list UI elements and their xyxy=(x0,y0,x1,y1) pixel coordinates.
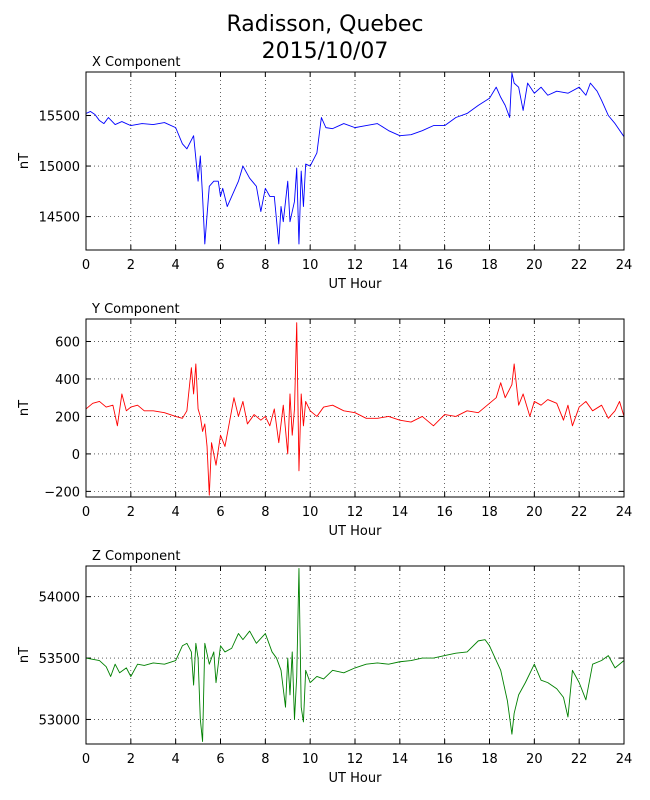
x-tick-label: 8 xyxy=(261,505,269,520)
y-tick-label: −200 xyxy=(44,485,80,500)
x-tick-label: 4 xyxy=(172,505,180,520)
x-tick-label: 0 xyxy=(82,505,90,520)
x-tick-label: 4 xyxy=(172,258,180,273)
axes-frame xyxy=(85,71,625,251)
y-axis-label: nT xyxy=(17,400,32,416)
x-tick-label: 24 xyxy=(616,752,633,767)
axes-frame xyxy=(85,318,625,498)
x-tick-label: 14 xyxy=(392,752,409,767)
y-tick-label: 200 xyxy=(55,410,80,425)
x-tick-label: 22 xyxy=(571,258,588,273)
x-tick-label: 12 xyxy=(347,752,364,767)
axes-frame xyxy=(85,565,625,745)
x-tick-label: 4 xyxy=(172,752,180,767)
x-tick-label: 10 xyxy=(302,258,319,273)
x-tick-label: 6 xyxy=(216,258,224,273)
y-tick-label: 15000 xyxy=(39,160,80,175)
y-tick-label: 53000 xyxy=(39,713,80,728)
x-tick-label: 16 xyxy=(436,505,453,520)
x-tick-label: 22 xyxy=(571,752,588,767)
panel-title-y: Y Component xyxy=(91,302,180,317)
x-tick-label: 20 xyxy=(526,505,543,520)
series-line-y xyxy=(86,322,624,496)
x-tick-label: 0 xyxy=(82,752,90,767)
x-tick-label: 18 xyxy=(481,752,498,767)
x-tick-label: 16 xyxy=(436,752,453,767)
x-tick-label: 0 xyxy=(82,258,90,273)
x-tick-label: 6 xyxy=(216,752,224,767)
x-tick-label: 24 xyxy=(616,505,633,520)
y-tick-label: 53500 xyxy=(39,652,80,667)
x-tick-label: 20 xyxy=(526,752,543,767)
y-tick-label: 14500 xyxy=(39,211,80,226)
x-tick-label: 16 xyxy=(436,258,453,273)
x-tick-label: 14 xyxy=(392,258,409,273)
figure-title-line1: Radisson, Quebec xyxy=(226,12,424,37)
x-tick-label: 18 xyxy=(481,258,498,273)
x-tick-label: 8 xyxy=(261,258,269,273)
y-tick-label: 54000 xyxy=(39,591,80,606)
x-tick-label: 10 xyxy=(302,505,319,520)
x-tick-label: 12 xyxy=(347,505,364,520)
x-tick-label: 2 xyxy=(127,258,135,273)
x-tick-label: 2 xyxy=(127,752,135,767)
x-axis-label: UT Hour xyxy=(329,524,383,539)
series-line-x xyxy=(86,72,624,245)
x-tick-label: 14 xyxy=(392,505,409,520)
y-tick-label: 0 xyxy=(72,448,80,463)
x-tick-label: 6 xyxy=(216,505,224,520)
x-axis-label: UT Hour xyxy=(329,771,383,786)
figure-title-line2: 2015/10/07 xyxy=(261,39,389,64)
panel-title-x: X Component xyxy=(92,55,181,70)
x-tick-label: 22 xyxy=(571,505,588,520)
panel-title-z: Z Component xyxy=(92,549,181,564)
x-tick-label: 24 xyxy=(616,258,633,273)
y-tick-label: 400 xyxy=(55,373,80,388)
x-tick-label: 12 xyxy=(347,258,364,273)
y-tick-label: 15500 xyxy=(39,109,80,124)
x-tick-label: 20 xyxy=(526,258,543,273)
x-tick-label: 2 xyxy=(127,505,135,520)
series-line-z xyxy=(86,568,624,742)
y-axis-label: nT xyxy=(17,647,32,663)
y-axis-label: nT xyxy=(17,153,32,169)
y-tick-label: 600 xyxy=(55,335,80,350)
x-tick-label: 8 xyxy=(261,752,269,767)
x-tick-label: 18 xyxy=(481,505,498,520)
x-axis-label: UT Hour xyxy=(329,277,383,292)
x-tick-label: 10 xyxy=(302,752,319,767)
